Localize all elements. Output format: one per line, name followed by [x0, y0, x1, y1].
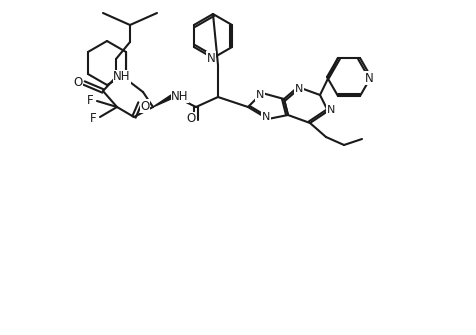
- Text: N: N: [364, 71, 373, 84]
- Text: NH: NH: [171, 89, 188, 103]
- Text: F: F: [89, 112, 96, 125]
- Text: N: N: [255, 90, 264, 100]
- Text: N: N: [326, 105, 335, 115]
- Text: F: F: [87, 93, 93, 107]
- Text: O: O: [140, 99, 149, 113]
- Text: O: O: [186, 113, 195, 126]
- Text: NH: NH: [113, 70, 130, 83]
- Polygon shape: [153, 95, 170, 107]
- Text: N: N: [261, 112, 269, 122]
- Text: O: O: [73, 76, 82, 89]
- Text: N: N: [294, 84, 303, 94]
- Text: N: N: [206, 52, 215, 65]
